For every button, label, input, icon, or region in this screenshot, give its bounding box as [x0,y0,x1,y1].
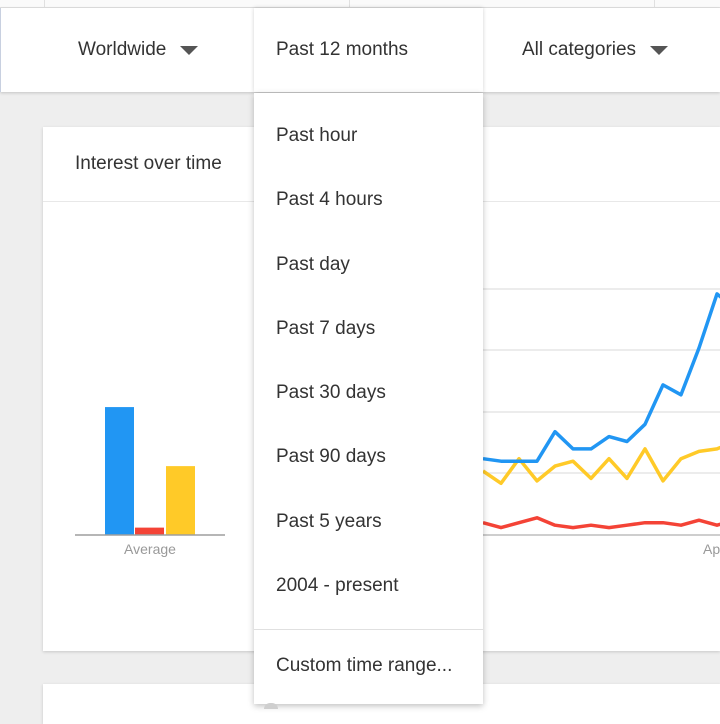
menu-item-past-4-hours[interactable]: Past 4 hours [276,189,383,210]
time-range-filter-label: Past 12 months [276,39,409,60]
average-label: Average [124,541,176,557]
region-filter[interactable]: Worldwide [78,8,199,92]
menu-item-past-day[interactable]: Past day [276,254,350,275]
menu-divider [254,629,483,630]
time-range-filter[interactable]: Past 12 months [254,8,483,92]
average-bar-blue [105,407,134,535]
category-filter[interactable]: All categories [522,8,669,92]
series-line-blue [482,292,720,463]
caret-down-icon [650,45,669,55]
average-bar-yellow [166,466,195,535]
caret-down-icon [180,45,199,55]
menu-item-past-7-days[interactable]: Past 7 days [276,318,376,339]
divider [0,8,1,92]
menu-item-past-hour[interactable]: Past hour [276,125,358,146]
series-line-red [482,516,720,530]
series-line-yellow [482,445,720,486]
average-bar-chart: Average [75,407,225,557]
divider [44,0,45,7]
search-terms-strip [0,0,720,8]
interest-line-chart[interactable]: Ap [43,127,720,651]
divider [654,0,655,7]
average-bar-red [135,527,164,535]
menu-item-2004-present[interactable]: 2004 - present [276,575,399,596]
menu-item-past-30-days[interactable]: Past 30 days [276,382,386,403]
region-filter-label: Worldwide [78,39,167,60]
card-title: Interest over time [75,153,222,174]
menu-item-past-5-years[interactable]: Past 5 years [276,511,382,532]
category-filter-label: All categories [522,39,637,60]
x-tick-label: Ap [703,541,720,557]
menu-item-past-90-days[interactable]: Past 90 days [276,446,386,467]
time-range-dropdown: Past hour Past 4 hours Past day Past 7 d… [254,93,483,704]
scroll-handle[interactable] [264,703,278,709]
divider [349,0,350,7]
menu-item-custom-time-range[interactable]: Custom time range... [276,655,453,676]
